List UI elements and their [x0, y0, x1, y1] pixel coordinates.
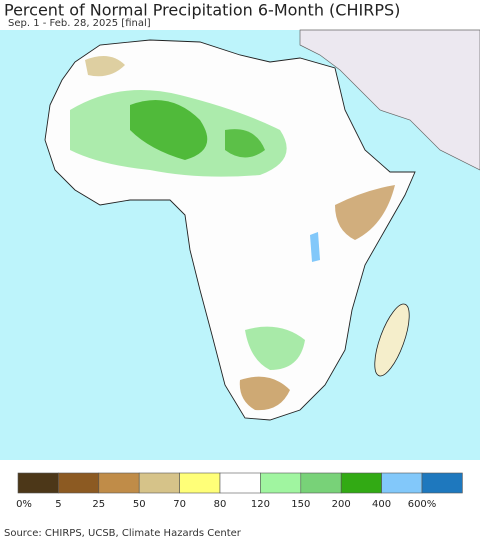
source: Source: CHIRPS, UCSB, Climate Hazards Ce…	[4, 528, 242, 539]
dry-south	[239, 376, 290, 411]
middle-east	[299, 29, 480, 171]
legend-label: 150	[291, 499, 310, 510]
legend-swatch	[138, 472, 180, 494]
legend-swatch	[179, 472, 221, 494]
dry-north	[85, 56, 125, 77]
legend-label: 80	[214, 499, 227, 510]
green-south	[245, 326, 305, 370]
legend-label: 120	[251, 499, 270, 510]
lake	[310, 232, 320, 262]
legend-swatch	[260, 472, 302, 494]
wet-area	[225, 129, 265, 158]
legend-swatch	[58, 472, 100, 494]
subtitle: Sep. 1 - Feb. 28, 2025 [final]	[8, 18, 151, 29]
legend-label: 0%	[16, 499, 32, 510]
dry-east	[335, 185, 395, 240]
legend-label: 70	[173, 499, 186, 510]
legend-swatch	[340, 472, 382, 494]
title: Percent of Normal Precipitation 6-Month …	[4, 1, 400, 20]
legend-swatch	[421, 472, 463, 494]
legend-label: 600%	[408, 499, 437, 510]
legend: 0% 5 25 50 70 80 120 150 200 400 600%	[16, 472, 463, 510]
legend-label: 400	[372, 499, 391, 510]
legend-label: 5	[55, 499, 61, 510]
legend-swatch	[381, 472, 423, 494]
legend-swatch	[17, 472, 59, 494]
legend-swatch	[300, 472, 342, 494]
madagascar	[374, 303, 410, 377]
legend-label: 25	[92, 499, 105, 510]
legend-label: 200	[332, 499, 351, 510]
legend-swatch	[219, 472, 261, 494]
legend-label: 50	[133, 499, 146, 510]
wet-area	[130, 100, 208, 160]
legend-swatch	[98, 472, 140, 494]
